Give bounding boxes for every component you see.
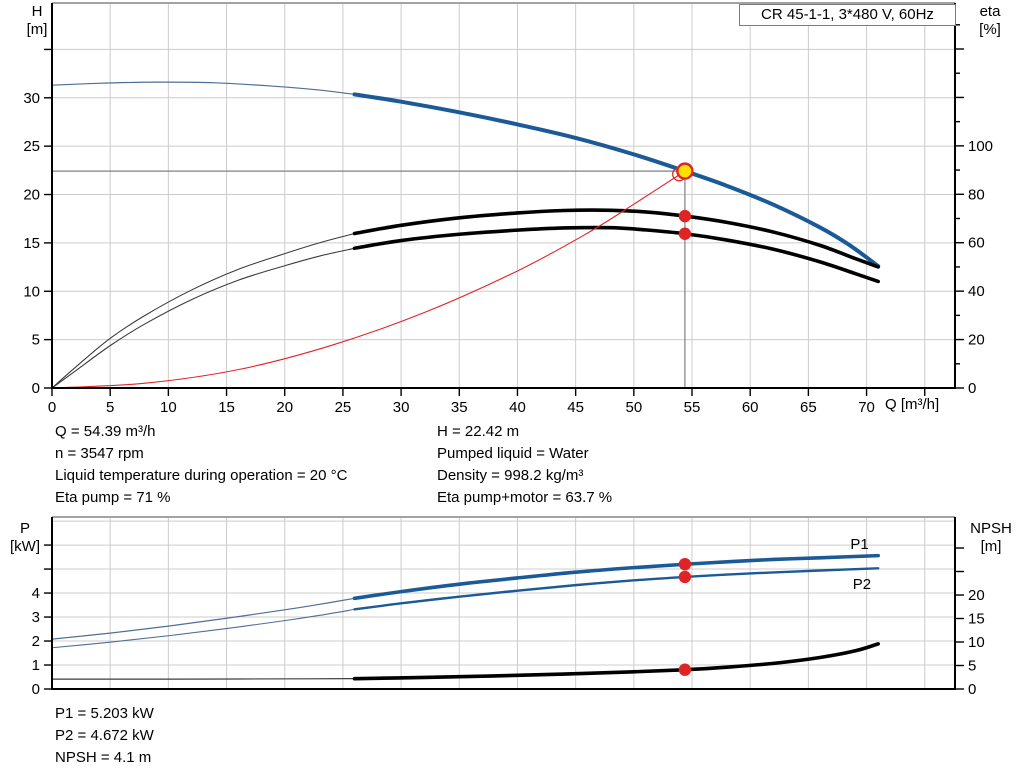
p-axis-symbol: P [19, 520, 30, 537]
upper-chart-qh-eta: 0 5 10 15 20 25 30 35 40 45 50 55 60 65 70 0 5 10 15 20 25 30… [23, 2, 993, 416]
svg-text:20: 20 [968, 332, 985, 349]
svg-text:0: 0 [968, 380, 976, 397]
svg-text:60: 60 [968, 235, 985, 252]
duty-info-density: Density = 998.2 kg/m³ [437, 467, 584, 484]
pump-model-label: CR 45-1-1, 3*480 V, 60Hz [739, 4, 956, 26]
svg-text:4: 4 [32, 585, 40, 602]
svg-text:35: 35 [451, 399, 468, 416]
eta-axis-symbol: eta [979, 3, 1001, 20]
svg-text:55: 55 [684, 399, 701, 416]
duty-info-eta-pump: Eta pump = 71 % [55, 489, 171, 506]
svg-text:P1: P1 [850, 536, 868, 553]
svg-text:40: 40 [509, 399, 526, 416]
npsh-axis-label: NPSH [m] [962, 520, 1020, 556]
duty-info-q: Q = 54.39 m³/h [55, 423, 156, 440]
svg-text:10: 10 [968, 634, 985, 651]
svg-text:30: 30 [393, 399, 410, 416]
lower-chart-power-npsh: P1 P2 0 1 2 3 4 0 5 10 15 20 [32, 516, 985, 698]
svg-text:70: 70 [858, 399, 875, 416]
svg-text:5: 5 [106, 399, 114, 416]
svg-text:0: 0 [968, 681, 976, 698]
power-info: P1 = 5.203 kW P2 = 4.672 kW NPSH = 4.1 m [55, 705, 154, 771]
h-axis-symbol: H [31, 3, 43, 20]
eta-axis-label: eta [%] [966, 3, 1014, 39]
svg-text:60: 60 [742, 399, 759, 416]
duty-info-left: Q = 54.39 m³/h n = 3547 rpm Liquid tempe… [55, 423, 347, 511]
h-axis-label: H [m] [18, 3, 56, 39]
npsh-axis-unit: [m] [980, 538, 1002, 555]
q-axis-label: Q [m³/h] [885, 396, 940, 413]
svg-text:P2: P2 [853, 576, 871, 593]
npsh-axis-symbol: NPSH [970, 520, 1012, 537]
p-axis-label: P [kW] [4, 520, 46, 556]
svg-text:30: 30 [23, 90, 40, 107]
svg-text:3: 3 [32, 609, 40, 626]
svg-text:0: 0 [32, 380, 40, 397]
svg-text:80: 80 [968, 186, 985, 203]
svg-text:10: 10 [160, 399, 177, 416]
svg-text:100: 100 [968, 138, 993, 155]
svg-text:65: 65 [800, 399, 817, 416]
svg-text:15: 15 [23, 235, 40, 252]
svg-text:25: 25 [23, 138, 40, 155]
svg-text:15: 15 [968, 611, 985, 628]
p-axis-unit: [kW] [10, 538, 40, 555]
power-info-p2: P2 = 4.672 kW [55, 727, 154, 744]
svg-text:20: 20 [968, 587, 985, 604]
eta-axis-unit: [%] [979, 21, 1001, 38]
svg-text:45: 45 [567, 399, 584, 416]
svg-text:1: 1 [32, 657, 40, 674]
svg-text:15: 15 [218, 399, 235, 416]
svg-text:0: 0 [32, 681, 40, 698]
svg-text:5: 5 [32, 332, 40, 349]
svg-text:0: 0 [48, 399, 56, 416]
svg-text:40: 40 [968, 283, 985, 300]
duty-info-speed: n = 3547 rpm [55, 445, 144, 462]
power-info-npsh: NPSH = 4.1 m [55, 749, 152, 766]
svg-text:2: 2 [32, 633, 40, 650]
svg-text:5: 5 [968, 658, 976, 675]
svg-text:20: 20 [276, 399, 293, 416]
power-info-p1: P1 = 5.203 kW [55, 705, 154, 722]
duty-info-eta-pump-motor: Eta pump+motor = 63.7 % [437, 489, 613, 506]
svg-text:50: 50 [625, 399, 642, 416]
duty-info-right: H = 22.42 m Pumped liquid = Water Densit… [437, 423, 612, 511]
duty-info-temperature: Liquid temperature during operation = 20… [55, 467, 348, 484]
svg-text:20: 20 [23, 187, 40, 204]
svg-text:25: 25 [335, 399, 352, 416]
svg-text:10: 10 [23, 283, 40, 300]
h-axis-unit: [m] [26, 21, 48, 38]
duty-info-head: H = 22.42 m [437, 423, 520, 440]
duty-info-liquid: Pumped liquid = Water [437, 445, 589, 462]
